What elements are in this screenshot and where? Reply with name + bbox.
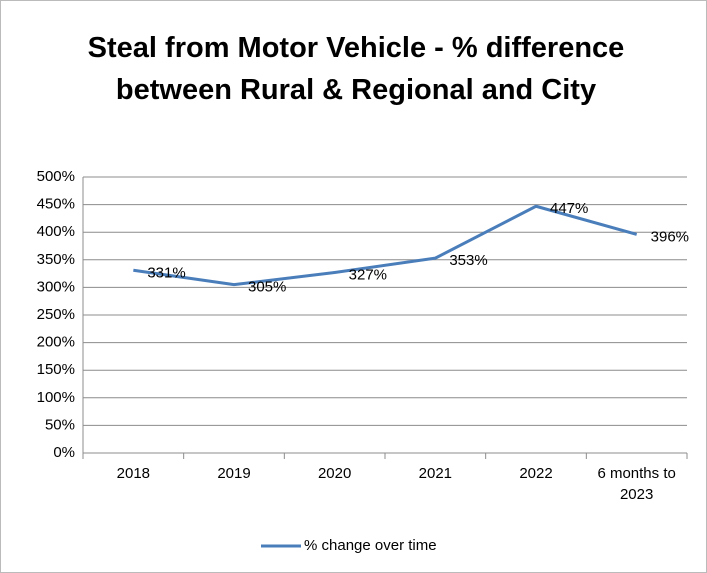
y-tick-label: 0% xyxy=(53,444,75,461)
legend-label: % change over time xyxy=(304,537,437,554)
y-tick-label: 150% xyxy=(37,361,75,378)
y-tick-label: 200% xyxy=(37,334,75,351)
y-tick-label: 100% xyxy=(37,389,75,406)
data-label: 305% xyxy=(248,279,286,296)
x-tick-label: 2018 xyxy=(116,465,151,482)
y-tick-label: 250% xyxy=(37,306,75,323)
data-label: 331% xyxy=(147,264,185,281)
line xyxy=(133,204,638,287)
y-tick-label: 300% xyxy=(37,278,75,295)
x-tick-label: 2020 xyxy=(317,465,352,482)
y-tick-label: 400% xyxy=(37,223,75,240)
chart-title: Steal from Motor Vehicle - % difference … xyxy=(87,32,625,106)
x-tick-label: 2019 xyxy=(217,465,251,482)
x-tick-label: 6 months to 2023 xyxy=(597,465,676,503)
y-tick-label: 50% xyxy=(45,416,75,433)
y-tick-label: 500% xyxy=(37,168,75,185)
data-label: 396% xyxy=(651,228,689,245)
x-tick-label: 2021 xyxy=(418,465,453,482)
x-tick-label: 2022 xyxy=(519,465,553,482)
data-label: 353% xyxy=(449,252,487,269)
y-tick-label: 450% xyxy=(37,196,75,213)
data-label: 447% xyxy=(550,200,588,217)
y-tick-label: 350% xyxy=(37,251,75,268)
data-label: 327% xyxy=(349,266,387,283)
